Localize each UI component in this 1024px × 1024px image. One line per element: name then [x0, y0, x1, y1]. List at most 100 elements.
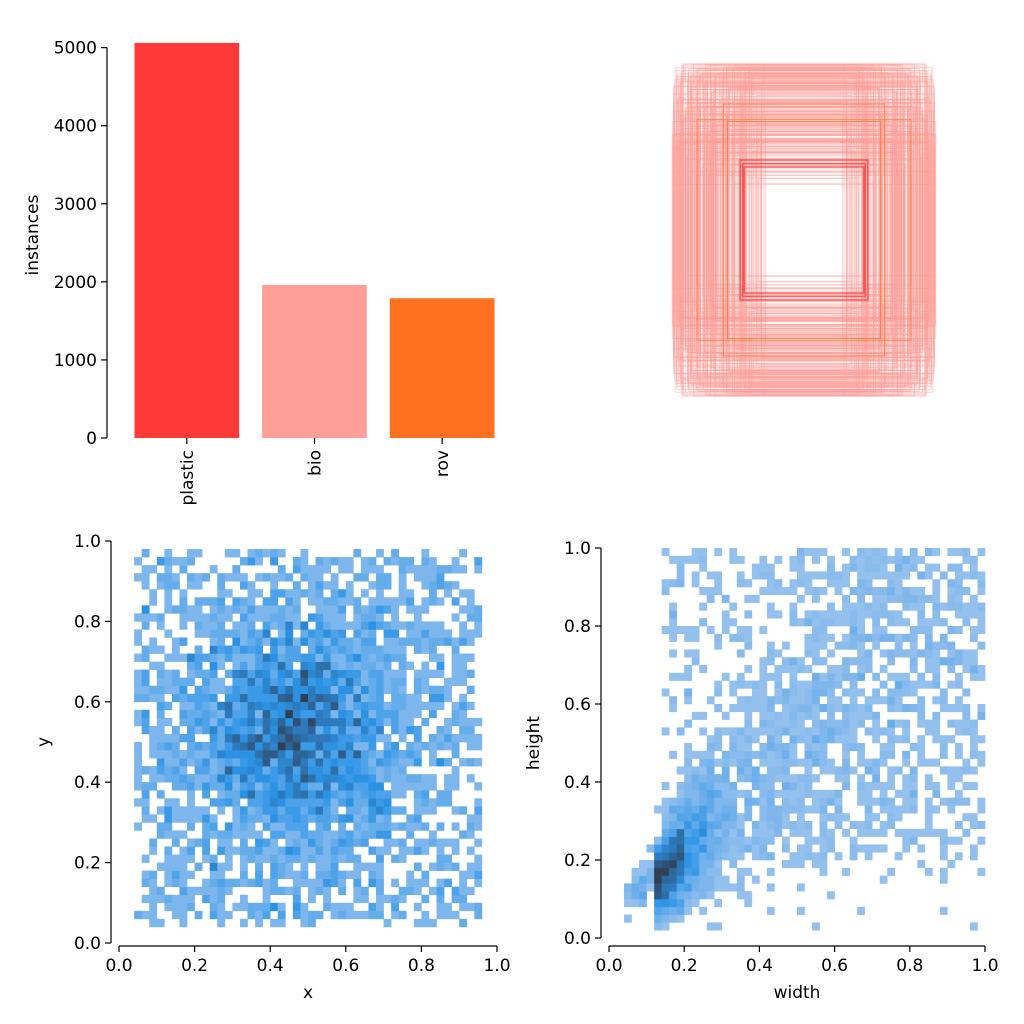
heatmap-cell: [474, 605, 483, 614]
heatmap-cell: [428, 557, 437, 566]
heatmap-cell: [345, 766, 354, 775]
heatmap-cell: [360, 613, 369, 622]
heatmap-cell: [631, 883, 640, 892]
heatmap-cell: [406, 557, 415, 566]
heatmap-cell: [179, 613, 188, 622]
heatmap-cell: [406, 870, 415, 879]
heatmap-cell: [315, 798, 324, 807]
heatmap-cell: [834, 618, 843, 627]
heatmap-cell: [202, 878, 211, 888]
heatmap-cell: [706, 875, 715, 884]
heatmap-cell: [308, 854, 316, 863]
heatmap-cell: [729, 821, 738, 830]
heatmap-cell: [729, 602, 738, 611]
heatmap-cell: [781, 813, 790, 822]
label-box: [674, 103, 934, 357]
heatmap-cell: [376, 685, 384, 695]
heatmap-cell: [842, 633, 850, 642]
label-box: [706, 65, 902, 395]
heatmap-cell: [744, 750, 753, 759]
heatmap-cell: [977, 587, 986, 596]
heatmap-cell: [285, 717, 294, 727]
heatmap-cell: [872, 563, 881, 572]
heatmap-cell: [406, 709, 415, 719]
heatmap-cell: [277, 830, 286, 839]
heatmap-cell: [209, 910, 218, 920]
heatmap-cell: [804, 836, 813, 845]
heatmap-cell: [451, 653, 460, 662]
heatmap-cell: [451, 701, 460, 711]
heatmap-cell: [262, 573, 271, 582]
heatmap-cell: [141, 645, 150, 654]
heatmap-cell: [292, 758, 301, 767]
heatmap-cell: [812, 555, 820, 564]
heatmap-cell: [729, 633, 738, 642]
heatmap-cell: [962, 618, 971, 627]
heatmap-cell: [202, 597, 211, 606]
label-box: [705, 85, 903, 375]
heatmap-cell: [323, 870, 331, 879]
heatmap-cell: [684, 743, 693, 752]
heatmap-cell: [202, 693, 211, 703]
heatmap-cell: [797, 735, 805, 744]
heatmap-cell: [262, 717, 271, 727]
heatmap-cell: [202, 814, 211, 823]
heatmap-cell: [436, 798, 445, 807]
heatmap-cell: [179, 637, 188, 646]
heatmap-cell: [977, 750, 986, 759]
heatmap-cell: [676, 813, 685, 822]
heatmap-cell: [676, 906, 685, 915]
width-height-heatmap-chart: 0.0 0.2 0.4 0.6 0.8 1.00.00.20.40.60.81.0widt…: [524, 539, 999, 1003]
heatmap-cell: [338, 725, 347, 735]
heatmap-cell: [691, 657, 700, 666]
heatmap-cell: [669, 805, 677, 814]
heatmap-cell: [232, 774, 241, 783]
heatmap-cell: [292, 725, 301, 735]
heatmap-cell: [315, 669, 324, 678]
heatmap-cell: [413, 733, 422, 743]
heatmap-cell: [819, 828, 828, 837]
heatmap-cell: [391, 677, 400, 687]
heatmap-cell: [376, 605, 384, 614]
heat-x-tick-label: 0.2: [671, 956, 698, 976]
heatmap-cell: [315, 677, 324, 687]
heatmap-cell: [932, 782, 941, 791]
heatmap-cell: [149, 774, 158, 783]
heatmap-cell: [436, 733, 445, 743]
heatmap-cell: [270, 573, 279, 582]
heatmap-cell: [736, 813, 745, 822]
heatmap-cell: [353, 830, 362, 839]
heatmap-cell: [323, 557, 331, 566]
heatmap-cell: [691, 555, 700, 564]
heatmap-cell: [224, 774, 233, 783]
label-box: [687, 135, 921, 325]
heatmap-cell: [368, 653, 377, 662]
heatmap-cell: [759, 805, 768, 814]
heatmap-cell: [894, 766, 903, 775]
heatmap-cell: [774, 696, 783, 705]
heatmap-cell: [330, 685, 339, 695]
heatmap-cell: [436, 902, 445, 912]
heatmap-cell: [842, 743, 850, 752]
heatmap-cell: [209, 742, 218, 751]
label-box: [689, 159, 919, 301]
heatmap-cell: [909, 688, 918, 697]
heatmap-cell: [872, 602, 881, 611]
heatmap-cell: [759, 836, 768, 845]
heatmap-cell: [924, 774, 933, 783]
heatmap-cell: [171, 854, 180, 863]
heatmap-cell: [156, 685, 165, 695]
heatmap-cell: [857, 555, 865, 564]
heatmap-cell: [774, 828, 783, 837]
heatmap-cell: [699, 883, 708, 892]
heatmap-cell: [292, 645, 301, 654]
heatmap-cell: [669, 875, 677, 884]
heatmap-cell: [954, 696, 963, 705]
heatmap-cell: [156, 830, 165, 839]
heatmap-cell: [270, 669, 279, 678]
heatmap-cell: [239, 782, 248, 791]
heatmap-cell: [406, 661, 415, 670]
heatmap-cell: [857, 743, 865, 752]
heatmap-cell: [781, 641, 790, 650]
heatmap-cell: [774, 750, 783, 759]
